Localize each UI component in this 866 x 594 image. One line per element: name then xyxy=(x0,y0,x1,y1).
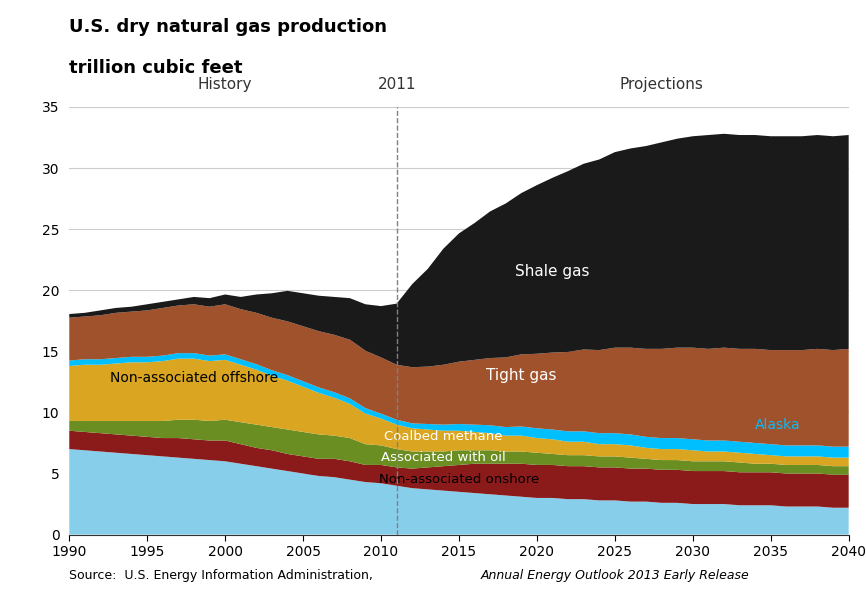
Text: Alaska: Alaska xyxy=(755,418,801,432)
Text: Source:  U.S. Energy Information Administration,: Source: U.S. Energy Information Administ… xyxy=(69,569,378,582)
Text: U.S. dry natural gas production: U.S. dry natural gas production xyxy=(69,18,387,36)
Text: History: History xyxy=(198,77,252,92)
Text: Projections: Projections xyxy=(620,77,703,92)
Text: 2011: 2011 xyxy=(378,77,416,92)
Text: Annual Energy Outlook 2013 Early Release: Annual Energy Outlook 2013 Early Release xyxy=(481,569,749,582)
Text: Non-associated offshore: Non-associated offshore xyxy=(110,371,278,385)
Text: Shale gas: Shale gas xyxy=(515,264,590,279)
Text: Tight gas: Tight gas xyxy=(486,368,557,383)
Text: Non-associated onshore: Non-associated onshore xyxy=(378,473,540,486)
Text: Associated with oil: Associated with oil xyxy=(381,450,506,463)
Text: Coalbed methane: Coalbed methane xyxy=(385,429,502,443)
Text: trillion cubic feet: trillion cubic feet xyxy=(69,59,242,77)
